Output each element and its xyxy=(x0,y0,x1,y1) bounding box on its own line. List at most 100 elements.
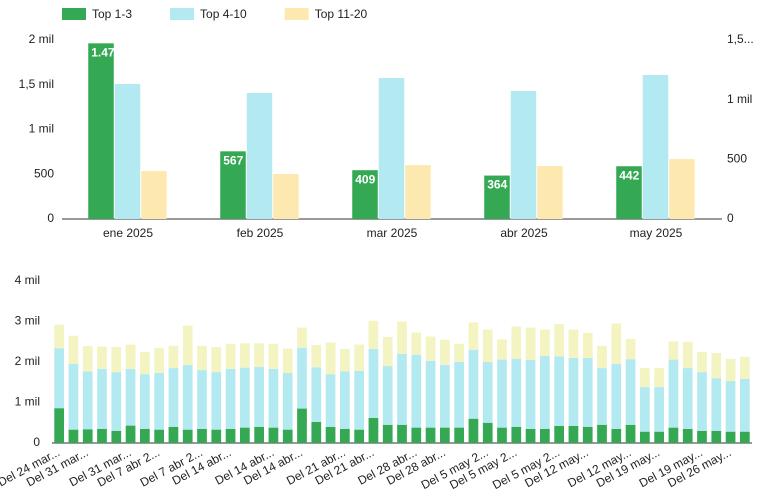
bar-segment[interactable] xyxy=(325,342,336,375)
bar-segment[interactable] xyxy=(68,429,79,443)
bar-segment[interactable] xyxy=(397,353,407,425)
bar-segment[interactable] xyxy=(297,327,307,348)
bar-segment[interactable] xyxy=(82,371,93,430)
bar-segment[interactable] xyxy=(525,428,536,443)
bar-segment[interactable] xyxy=(382,424,393,443)
bar-segment[interactable] xyxy=(240,343,250,368)
bar-segment[interactable] xyxy=(140,351,150,375)
bar-segment[interactable] xyxy=(325,426,336,443)
bar-segment[interactable] xyxy=(740,356,750,380)
legend-label[interactable]: Top 1-3 xyxy=(92,7,132,21)
bar-segment[interactable] xyxy=(125,425,136,443)
bar-segment[interactable] xyxy=(82,429,93,443)
bar-segment[interactable] xyxy=(211,429,222,443)
bar-segment[interactable] xyxy=(97,368,107,429)
bar-segment[interactable] xyxy=(282,372,293,430)
bar-segment[interactable] xyxy=(525,327,536,360)
bar[interactable] xyxy=(510,91,537,219)
bar-segment[interactable] xyxy=(482,329,493,362)
bar[interactable] xyxy=(616,166,642,219)
bar-segment[interactable] xyxy=(497,339,507,360)
bar-segment[interactable] xyxy=(282,429,293,443)
bar-segment[interactable] xyxy=(125,368,136,426)
bar-segment[interactable] xyxy=(268,427,279,443)
bar-segment[interactable] xyxy=(354,344,364,371)
bar-segment[interactable] xyxy=(311,344,322,368)
bar-segment[interactable] xyxy=(82,346,93,372)
legend-label[interactable]: Top 4-10 xyxy=(200,7,247,21)
bar-segment[interactable] xyxy=(654,387,664,432)
bar-segment[interactable] xyxy=(168,426,179,443)
bar-segment[interactable] xyxy=(740,431,750,443)
legend-swatch[interactable] xyxy=(170,8,195,20)
bar-segment[interactable] xyxy=(611,323,622,365)
bar-segment[interactable] xyxy=(168,368,179,427)
bar-segment[interactable] xyxy=(168,345,179,369)
bar-segment[interactable] xyxy=(125,344,136,369)
bar-segment[interactable] xyxy=(582,357,593,427)
bar-segment[interactable] xyxy=(111,430,122,443)
bar-segment[interactable] xyxy=(682,368,693,429)
bar-segment[interactable] xyxy=(225,368,236,429)
bar-segment[interactable] xyxy=(725,358,736,382)
bar-segment[interactable] xyxy=(254,426,264,443)
bar-segment[interactable] xyxy=(725,381,736,432)
bar-segment[interactable] xyxy=(254,343,264,367)
bar-segment[interactable] xyxy=(311,421,322,443)
bar-segment[interactable] xyxy=(654,431,664,443)
bar-segment[interactable] xyxy=(725,431,736,443)
bar-segment[interactable] xyxy=(511,426,522,443)
bar-segment[interactable] xyxy=(597,368,607,425)
bar-segment[interactable] xyxy=(411,427,422,443)
bar-segment[interactable] xyxy=(540,329,550,356)
bar-segment[interactable] xyxy=(597,345,607,369)
bar-segment[interactable] xyxy=(225,428,236,443)
bar-segment[interactable] xyxy=(440,364,450,428)
bar-segment[interactable] xyxy=(668,359,679,428)
bar-segment[interactable] xyxy=(454,427,464,443)
bar-segment[interactable] xyxy=(197,345,207,371)
bar-segment[interactable] xyxy=(454,343,464,362)
bar-segment[interactable] xyxy=(154,429,164,443)
bar-segment[interactable] xyxy=(525,359,536,429)
bar-segment[interactable] xyxy=(354,429,364,443)
bar-segment[interactable] xyxy=(111,372,122,431)
bar-segment[interactable] xyxy=(282,348,293,373)
bar[interactable] xyxy=(273,173,299,219)
bar-segment[interactable] xyxy=(597,424,607,443)
bar-segment[interactable] xyxy=(454,362,464,428)
bar-segment[interactable] xyxy=(382,366,393,425)
legend-swatch[interactable] xyxy=(284,8,309,20)
bar-segment[interactable] xyxy=(682,428,693,443)
bar-segment[interactable] xyxy=(182,325,193,365)
bar-segment[interactable] xyxy=(211,347,222,373)
bar-segment[interactable] xyxy=(625,424,636,443)
bar-segment[interactable] xyxy=(397,321,407,354)
bar[interactable] xyxy=(246,92,273,219)
bar-segment[interactable] xyxy=(197,428,207,443)
bar-segment[interactable] xyxy=(540,428,550,443)
bar[interactable] xyxy=(352,170,378,219)
bar-segment[interactable] xyxy=(625,338,636,360)
bar-segment[interactable] xyxy=(554,323,564,357)
bar-segment[interactable] xyxy=(368,417,379,443)
bar-segment[interactable] xyxy=(640,387,650,432)
bar-segment[interactable] xyxy=(668,341,679,360)
bar[interactable] xyxy=(537,166,563,219)
bar-segment[interactable] xyxy=(225,343,236,369)
bar[interactable] xyxy=(484,175,510,219)
bar-segment[interactable] xyxy=(68,335,79,365)
bar-segment[interactable] xyxy=(654,368,664,388)
bar-segment[interactable] xyxy=(468,349,479,419)
bar-segment[interactable] xyxy=(497,427,507,443)
bar-segment[interactable] xyxy=(468,322,479,350)
bar[interactable] xyxy=(220,151,246,219)
bar-segment[interactable] xyxy=(411,332,422,355)
bar[interactable] xyxy=(114,84,141,219)
bar[interactable] xyxy=(141,171,167,219)
bar-segment[interactable] xyxy=(182,429,193,443)
bar-segment[interactable] xyxy=(240,427,250,443)
bar-segment[interactable] xyxy=(411,354,422,428)
bar-segment[interactable] xyxy=(697,372,707,431)
bar-segment[interactable] xyxy=(54,324,64,349)
